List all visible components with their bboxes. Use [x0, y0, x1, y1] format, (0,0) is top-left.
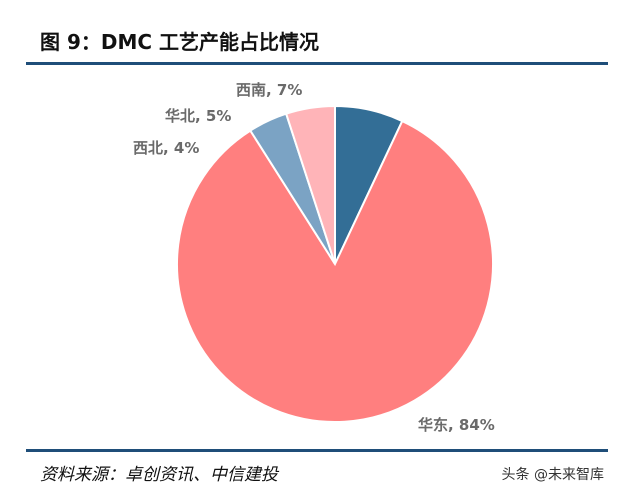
bottom-divider — [26, 449, 608, 452]
slice-label-2: 华东, 84% — [418, 416, 495, 434]
slice-label-4: 华北, 5% — [165, 107, 231, 125]
watermark: 头条 @未来智库 — [501, 467, 604, 483]
figure-title: 图 9：DMC 工艺产能占比情况 — [40, 30, 320, 54]
top-divider — [26, 62, 608, 65]
slice-label-3: 西北, 4% — [133, 139, 199, 157]
pie-slice-2 — [176, 119, 494, 424]
pie-slice-4 — [284, 104, 336, 265]
slice-label-1: 西南, 7% — [236, 81, 302, 99]
source-note: 资料来源：卓创资讯、中信建投 — [40, 465, 278, 485]
